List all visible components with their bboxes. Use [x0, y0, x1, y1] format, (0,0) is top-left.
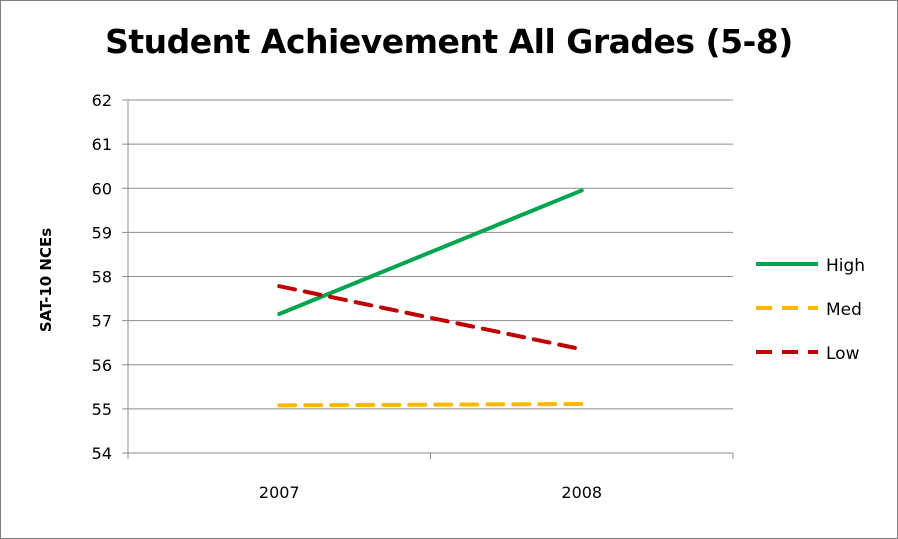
- y-tick-label: 58: [92, 268, 112, 287]
- y-tick-label: 54: [92, 444, 112, 463]
- x-tick-label: 2007: [259, 483, 300, 502]
- gridlines: [128, 99, 733, 454]
- series-line-high: [277, 188, 584, 317]
- y-tick-label: 61: [92, 135, 112, 154]
- y-tick-label: 55: [92, 400, 112, 419]
- y-tick-label: 56: [92, 356, 112, 375]
- legend: High Med Low: [756, 256, 865, 364]
- x-tick-label: 2008: [561, 483, 602, 502]
- legend-label-low: Low: [826, 344, 860, 364]
- y-tick-label: 62: [92, 91, 112, 110]
- y-tick-label: 59: [92, 223, 112, 242]
- series-lines: [277, 188, 584, 408]
- chart-title: Student Achievement All Grades (5-8): [105, 22, 793, 61]
- series-line-low: [277, 284, 584, 352]
- legend-label-med: Med: [826, 300, 862, 320]
- axes: 54 55 56 57 58 59 60 61 62 2007 2008: [92, 91, 734, 502]
- y-tick-label: 57: [92, 312, 112, 331]
- series-line-med: [277, 402, 584, 408]
- legend-label-high: High: [826, 256, 865, 276]
- y-tick-label: 60: [92, 179, 112, 198]
